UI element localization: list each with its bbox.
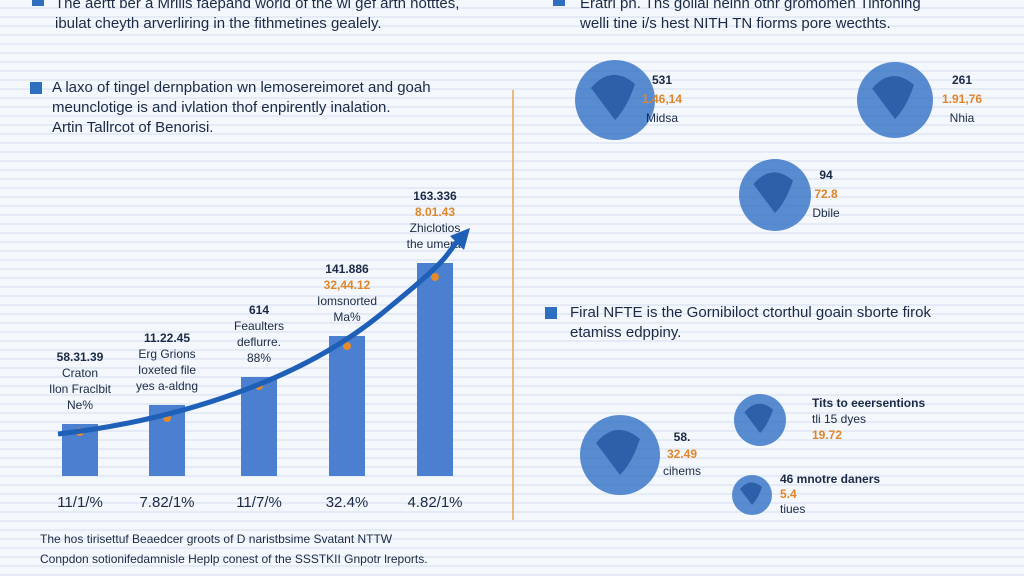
bullet bbox=[32, 0, 44, 6]
bar-dot bbox=[431, 273, 439, 281]
globe-land bbox=[872, 76, 914, 119]
bar-label: deflurre. bbox=[237, 335, 281, 349]
globe-label: 1.46,14 bbox=[642, 92, 682, 106]
header-text: welli tine i/s hest NITH TN fiorms pore … bbox=[579, 15, 891, 32]
section-heading: A laxo of tingel dernpbation wn lemosere… bbox=[52, 79, 431, 96]
bar-label: Ne% bbox=[67, 398, 93, 412]
footer-text: Conpdon sotionifedamnisle Heplp conest o… bbox=[40, 552, 428, 566]
bar-label: the umeral bbox=[407, 237, 464, 251]
bar-label: 11.22.45 bbox=[144, 331, 190, 345]
globe-land bbox=[596, 429, 640, 475]
globe-label: Midsa bbox=[646, 111, 678, 125]
section-heading: Artin Tallrcot of Benorisi. bbox=[52, 119, 213, 136]
globe-label: 58. bbox=[674, 430, 691, 444]
globe-label: 261 bbox=[952, 73, 972, 87]
bar-label: 614 bbox=[249, 303, 269, 317]
globe-label: 46 mnotre daners bbox=[780, 472, 880, 486]
x-label: 32.4% bbox=[326, 494, 369, 511]
bar-label: 32,44.12 bbox=[324, 278, 371, 292]
globe-label: Dbile bbox=[812, 206, 840, 220]
x-label: 11/7/% bbox=[236, 494, 282, 511]
bar bbox=[417, 263, 453, 476]
x-label: 7.82/1% bbox=[139, 494, 194, 511]
bar-label: Zhiclotios bbox=[410, 221, 461, 235]
globe-label: 94 bbox=[819, 168, 833, 182]
bar-label: Ilon Fraclbit bbox=[49, 382, 112, 396]
x-label: 4.82/1% bbox=[407, 494, 462, 511]
footer-text: The hos tirisettuf Beaedcer groots of D … bbox=[40, 532, 393, 546]
globe-land bbox=[591, 74, 635, 120]
globe-label: 72.8 bbox=[814, 187, 838, 201]
header-text: The aertt ber a Mrilis faepand world of … bbox=[55, 0, 459, 12]
bar-dot bbox=[343, 342, 351, 350]
bar-label: 8.01.43 bbox=[415, 205, 455, 219]
header-text: Eratri pn. Ths golial nelhn othr gromome… bbox=[580, 0, 921, 12]
trend-arrow bbox=[57, 234, 464, 437]
bar-label: Ma% bbox=[333, 310, 361, 324]
bar-label: 88% bbox=[247, 351, 271, 365]
bar-label: 141.886 bbox=[325, 262, 369, 276]
bar-label: Craton bbox=[62, 366, 98, 380]
globe-land bbox=[753, 172, 793, 213]
header-text: ibulat cheyth arverliring in the fithmet… bbox=[55, 15, 382, 32]
bar-label: Ioxeted file bbox=[138, 363, 196, 377]
bullet bbox=[545, 307, 557, 319]
bar-label: Erg Grions bbox=[138, 347, 195, 361]
globe-label: 531 bbox=[652, 73, 672, 87]
bullet bbox=[30, 82, 42, 94]
globe-label: cihems bbox=[663, 464, 701, 478]
globe-label: 1.91,76 bbox=[942, 92, 982, 106]
bar-label: 163.336 bbox=[413, 189, 457, 203]
globe-land bbox=[744, 403, 773, 433]
globe-label: Nhia bbox=[950, 111, 975, 125]
globe-label: tli 15 dyes bbox=[812, 412, 866, 426]
bar-label: Feaulters bbox=[234, 319, 284, 333]
bar-label: Iomsnorted bbox=[317, 294, 377, 308]
bar bbox=[241, 377, 277, 476]
globe-label: tiues bbox=[780, 502, 805, 516]
bar-label: yes a-aldng bbox=[136, 379, 198, 393]
section-heading: meunclotige is and ivlation thof enpiren… bbox=[52, 99, 391, 116]
x-label: 11/1/% bbox=[57, 494, 103, 511]
globe-group: 531 1.46,14 Midsa 261 1.91,76 Nhia 94 72.8 Dbile… bbox=[575, 60, 982, 516]
bullet bbox=[553, 0, 565, 6]
section-heading: Firal NFTE is the Gornibiloct ctorthul g… bbox=[570, 304, 931, 321]
section-heading: etamiss edppiny. bbox=[570, 324, 681, 341]
arrow-head bbox=[450, 228, 470, 250]
globe-land bbox=[740, 482, 762, 505]
globe-label: 32.49 bbox=[667, 447, 697, 461]
bar-label: 58.31.39 bbox=[57, 350, 104, 364]
globe-label: 19.72 bbox=[812, 428, 842, 442]
bar-group: 58.31.39 Craton Ilon Fraclbit Ne% 11/1/% 11.2… bbox=[49, 189, 463, 511]
globe-label: 5.4 bbox=[780, 487, 797, 501]
bar bbox=[329, 336, 365, 476]
globe-label: Tits to eeersentions bbox=[812, 396, 925, 410]
